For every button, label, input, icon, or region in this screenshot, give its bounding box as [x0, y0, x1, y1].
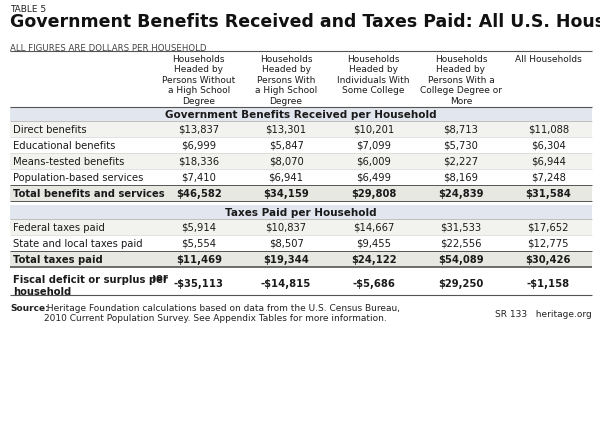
- Text: Federal taxes paid: Federal taxes paid: [13, 223, 105, 233]
- Text: $8,713: $8,713: [443, 125, 478, 135]
- Bar: [10, 108, 592, 122]
- Text: $8,507: $8,507: [269, 238, 304, 248]
- Text: $5,554: $5,554: [181, 238, 216, 248]
- Text: Fiscal deficit or surplus per
household: Fiscal deficit or surplus per household: [13, 274, 168, 296]
- Text: $5,847: $5,847: [269, 141, 304, 151]
- Text: Households
Headed by
Individuals With
Some College: Households Headed by Individuals With So…: [337, 55, 410, 95]
- Text: -$14,815: -$14,815: [261, 278, 311, 288]
- Text: $22,556: $22,556: [440, 238, 482, 248]
- Text: $13,301: $13,301: [266, 125, 307, 135]
- Text: $29,808: $29,808: [351, 188, 396, 198]
- Text: $7,410: $7,410: [181, 173, 216, 183]
- Text: ALL FIGURES ARE DOLLARS PER HOUSEHOLD: ALL FIGURES ARE DOLLARS PER HOUSEHOLD: [10, 44, 206, 53]
- Text: $30,426: $30,426: [526, 254, 571, 264]
- Text: Population-based services: Population-based services: [13, 173, 143, 183]
- Text: Total benefits and services: Total benefits and services: [13, 188, 164, 198]
- Text: $5,730: $5,730: [443, 141, 478, 151]
- Text: $34,159: $34,159: [263, 188, 309, 198]
- Text: TABLE 5: TABLE 5: [10, 5, 46, 14]
- Text: $19,344: $19,344: [263, 254, 309, 264]
- Text: $11,469: $11,469: [176, 254, 222, 264]
- Text: $12,775: $12,775: [527, 238, 569, 248]
- Text: Source:: Source:: [10, 303, 49, 312]
- Bar: [10, 271, 153, 295]
- Text: $14,667: $14,667: [353, 223, 394, 233]
- Text: $29,250: $29,250: [438, 278, 484, 288]
- Text: Direct benefits: Direct benefits: [13, 125, 86, 135]
- Text: Government Benefits Received per Household: Government Benefits Received per Househo…: [165, 110, 437, 120]
- Text: $18,336: $18,336: [178, 157, 219, 167]
- Text: $6,009: $6,009: [356, 157, 391, 167]
- Text: Households
Headed by
Persons With a
College Degree or
More: Households Headed by Persons With a Coll…: [420, 55, 502, 105]
- Text: -$5,686: -$5,686: [352, 278, 395, 288]
- Text: All Households: All Households: [515, 55, 581, 64]
- Text: $6,999: $6,999: [181, 141, 216, 151]
- Text: $6,304: $6,304: [531, 141, 566, 151]
- Text: $46,582: $46,582: [176, 188, 221, 198]
- Text: $54,089: $54,089: [438, 254, 484, 264]
- Text: $7,099: $7,099: [356, 141, 391, 151]
- Text: Heritage Foundation calculations based on data from the U.S. Census Bureau,
2010: Heritage Foundation calculations based o…: [44, 303, 400, 322]
- Text: $5,914: $5,914: [181, 223, 216, 233]
- Bar: [10, 186, 592, 201]
- Text: $2,227: $2,227: [443, 157, 478, 167]
- Text: Educational benefits: Educational benefits: [13, 141, 115, 151]
- Text: SR 133   heritage.org: SR 133 heritage.org: [495, 309, 592, 318]
- Text: $24,839: $24,839: [438, 188, 484, 198]
- Text: $31,584: $31,584: [526, 188, 571, 198]
- Text: $13,837: $13,837: [178, 125, 219, 135]
- Text: $7,248: $7,248: [531, 173, 566, 183]
- Text: $31,533: $31,533: [440, 223, 481, 233]
- Text: -$35,113: -$35,113: [174, 278, 224, 288]
- Text: $6,499: $6,499: [356, 173, 391, 183]
- Bar: [10, 206, 592, 220]
- Text: $10,201: $10,201: [353, 125, 394, 135]
- Bar: [10, 220, 592, 236]
- Bar: [10, 251, 592, 267]
- Text: $6,941: $6,941: [269, 173, 304, 183]
- Text: $6,944: $6,944: [531, 157, 566, 167]
- Text: Households
Headed by
Persons With
a High School
Degree: Households Headed by Persons With a High…: [255, 55, 317, 105]
- Text: $9,455: $9,455: [356, 238, 391, 248]
- Text: Households
Headed by
Persons Without
a High School
Degree: Households Headed by Persons Without a H…: [162, 55, 235, 105]
- Text: State and local taxes paid: State and local taxes paid: [13, 238, 143, 248]
- Text: $24,122: $24,122: [350, 254, 397, 264]
- Text: $8,070: $8,070: [269, 157, 304, 167]
- Text: $11,088: $11,088: [528, 125, 569, 135]
- Text: $10,837: $10,837: [266, 223, 307, 233]
- Text: Government Benefits Received and Taxes Paid: All U.S. Households, 2010: Government Benefits Received and Taxes P…: [10, 13, 600, 31]
- Text: Total taxes paid: Total taxes paid: [13, 254, 103, 264]
- Bar: [10, 122, 592, 138]
- Text: Taxes Paid per Household: Taxes Paid per Household: [225, 207, 377, 217]
- Text: $8,169: $8,169: [443, 173, 478, 183]
- Bar: [10, 154, 592, 170]
- Text: Means-tested benefits: Means-tested benefits: [13, 157, 124, 167]
- Text: -$1,158: -$1,158: [527, 278, 570, 288]
- Text: $17,652: $17,652: [527, 223, 569, 233]
- Text: Fiscal deficit or surplus per
household: Fiscal deficit or surplus per household: [13, 273, 168, 294]
